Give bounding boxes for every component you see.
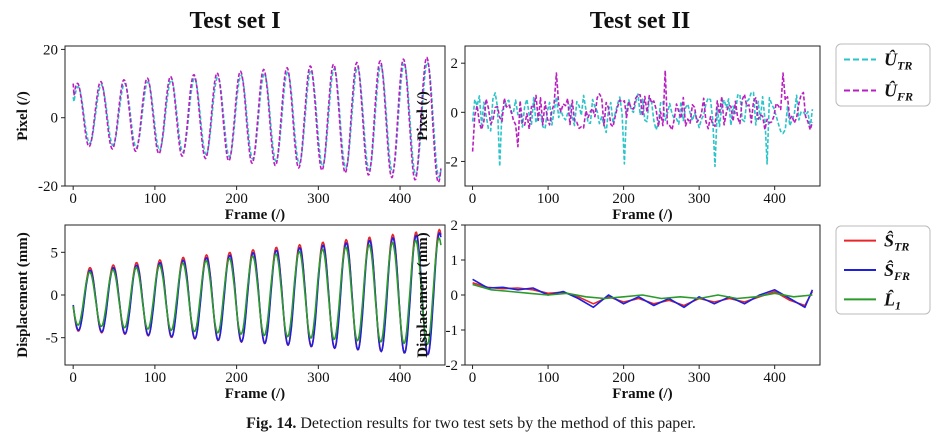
x-tick-label: 100 — [537, 191, 560, 207]
x-tick-label: 100 — [144, 191, 167, 207]
legend-label-sub: TR — [894, 240, 909, 254]
series-group — [471, 69, 814, 168]
y-tick-label: -2 — [446, 358, 459, 374]
caption-text: Detection results for two test sets by t… — [296, 415, 696, 432]
y-tick-label: 5 — [51, 245, 59, 261]
legend-label-sub: FR — [896, 90, 913, 104]
x-tick-label: 400 — [389, 191, 412, 207]
figure-caption: Fig. 14. Detection results for two test … — [0, 415, 942, 433]
y-tick-label: 0 — [51, 288, 59, 304]
x-axis-label: Frame (/) — [612, 386, 672, 402]
series-line-Û_FR — [72, 56, 442, 184]
series-line-L̂_1 — [472, 283, 813, 300]
y-tick-label: 1 — [451, 253, 459, 269]
x-axis-label: Frame (/) — [612, 207, 672, 223]
chart-bottom-left: 0 100 200 300 400 -5 0 5 Frame (/) Displacement (… — [15, 224, 446, 402]
series-line-L̂_1 — [72, 237, 442, 346]
y-tick-label: 0 — [51, 111, 59, 127]
plot-frame — [464, 45, 821, 187]
legend-frame — [835, 43, 931, 107]
legend-label-sub: FR — [893, 269, 910, 283]
x-tick-label: 0 — [469, 370, 477, 386]
plot-frame — [64, 45, 446, 187]
series-group — [72, 228, 442, 356]
x-tick-label: 300 — [307, 370, 330, 386]
series-group — [72, 56, 442, 184]
series-line-Ŝ_TR — [72, 228, 442, 356]
chart-bottom-right: 0 100 200 300 400 -2 -1 0 1 2 Frame (/) Displacemen… — [415, 218, 821, 402]
x-axis-label: Frame (/) — [225, 386, 285, 402]
series-group — [472, 278, 814, 309]
plot-frame — [64, 224, 446, 366]
chart-top-left: 0 100 200 300 400 -20 0 20 Frame (/) Pixel (/) — [15, 42, 446, 223]
y-tick-label: 20 — [43, 42, 58, 58]
series-line-Û_FR — [471, 69, 814, 152]
caption-label: Fig. 14. — [246, 415, 297, 432]
x-tick-label: 0 — [69, 370, 77, 386]
series-line-Û_TR — [471, 91, 814, 168]
x-tick-label: 0 — [69, 191, 77, 207]
y-tick-label: -20 — [38, 179, 58, 195]
x-axis-label: Frame (/) — [225, 207, 285, 223]
x-tick-label: 400 — [763, 191, 786, 207]
legend-label-sub: TR — [897, 59, 912, 73]
legend-label-sub: 1 — [895, 298, 901, 312]
x-tick-label: 0 — [469, 191, 477, 207]
x-tick-label: 400 — [763, 370, 786, 386]
y-tick-label: 2 — [451, 218, 459, 234]
x-tick-label: 200 — [225, 191, 248, 207]
figure: Test set I Test set II0 100 200 300 400-20020… — [15, 8, 931, 402]
chart-top-right: 0 100 200 300 400 -2 0 2 Frame (/) Pixel (/) — [415, 45, 821, 223]
y-tick-label: -1 — [446, 323, 459, 339]
y-tick-label: -2 — [446, 154, 459, 170]
x-tick-label: 100 — [537, 370, 560, 386]
x-tick-label: 200 — [612, 370, 635, 386]
x-tick-label: 100 — [144, 370, 167, 386]
x-tick-label: 300 — [688, 370, 711, 386]
series-line-Ŝ_FR — [472, 278, 814, 309]
y-tick-label: 2 — [451, 56, 459, 72]
x-tick-label: 200 — [225, 370, 248, 386]
x-tick-label: 300 — [688, 191, 711, 207]
column-title: Test set II — [590, 8, 690, 34]
legend-frame — [835, 225, 931, 315]
y-tick-label: 0 — [451, 105, 459, 121]
column-title: Test set I — [189, 8, 280, 34]
x-tick-label: 200 — [612, 191, 635, 207]
y-axis-label: Displacement (mm) — [415, 232, 431, 357]
y-axis-label: Displacement (mm) — [15, 232, 31, 357]
y-tick-label: -5 — [46, 331, 59, 347]
y-axis-label: Pixel (/) — [415, 91, 431, 141]
x-tick-label: 400 — [389, 370, 412, 386]
y-tick-label: 0 — [451, 288, 459, 304]
y-axis-label: Pixel (/) — [15, 91, 31, 141]
x-tick-label: 300 — [307, 191, 330, 207]
